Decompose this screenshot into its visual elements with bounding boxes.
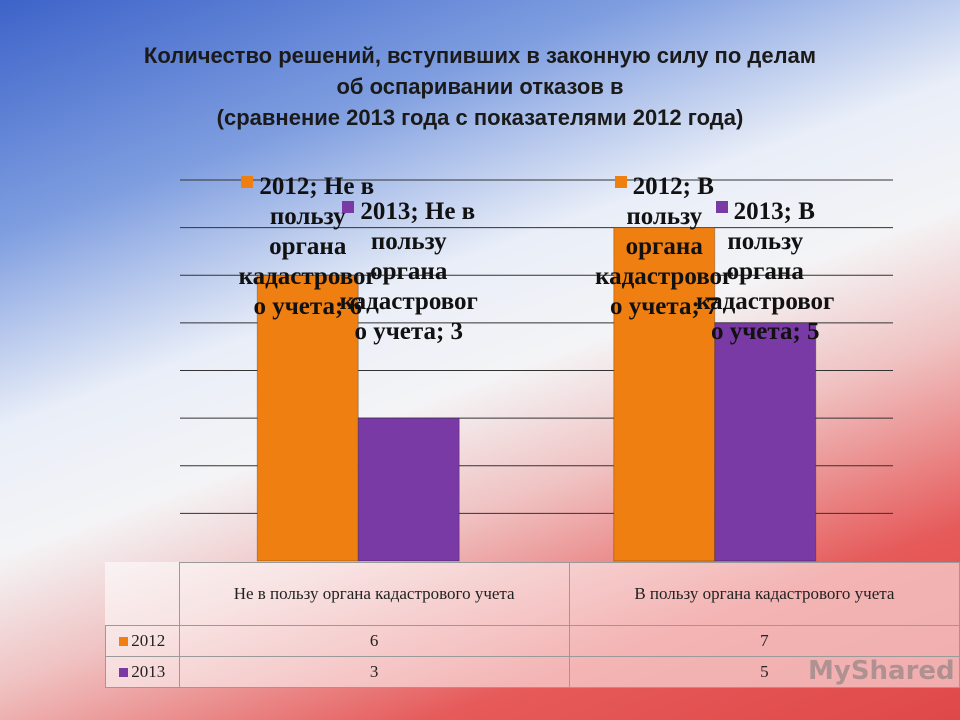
label-swatch (342, 201, 355, 213)
bar (714, 322, 817, 562)
legend-label: 2012 (131, 631, 166, 650)
table-value: 6 (178, 625, 570, 657)
table-value: 3 (178, 656, 570, 688)
data-label-text: 2013; Не в пользу органа кадастрового уч… (339, 198, 478, 345)
table-row: 2012 6 7 (105, 625, 960, 657)
table-value: 5 (568, 656, 960, 688)
category-header: Не в пользу органа кадастрового учета (178, 562, 570, 626)
legend-swatch (119, 637, 129, 646)
watermark: MyShared (808, 656, 955, 686)
chart-title: Количество решений, вступивших в законну… (0, 40, 960, 133)
data-label-text: 2012; Не в пользу органа кадастрового уч… (238, 173, 377, 320)
legend-label: 2013 (131, 662, 166, 681)
table-value: 7 (568, 625, 960, 657)
label-swatch (715, 201, 728, 213)
category-header: В пользу органа кадастрового учета (568, 562, 960, 626)
data-label: 2012; Не в пользу органа кадастрового уч… (238, 172, 378, 322)
legend-swatch (119, 668, 129, 677)
bar (256, 274, 359, 562)
data-label-text: 2012; В пользу органа кадастрового учета… (595, 173, 734, 320)
data-label: 2013; В пользу органа кадастрового учета… (695, 197, 835, 347)
table-row: 2013 3 5 (105, 656, 960, 688)
data-label-text: 2013; В пользу органа кадастрового учета… (696, 198, 835, 345)
legend-entry: 2012 (105, 625, 180, 657)
title-line: Количество решений, вступивших в законну… (143, 43, 817, 68)
bar (613, 227, 716, 562)
title-line: об оспаривании отказов в (336, 74, 624, 99)
bar (357, 417, 460, 562)
legend-entry: 2013 (105, 656, 180, 688)
title-line: (сравнение 2013 года с показателями 2012… (216, 105, 744, 130)
data-label: 2012; В пользу органа кадастрового учета… (594, 172, 734, 322)
table-corner (106, 563, 180, 626)
data-table: Не в пользу органа кадастрового учета В п… (105, 562, 960, 688)
label-swatch (614, 176, 627, 188)
label-swatch (241, 176, 254, 188)
data-label: 2013; Не в пользу органа кадастрового уч… (339, 197, 479, 347)
table-header-row: Не в пользу органа кадастрового учета В п… (106, 562, 960, 626)
